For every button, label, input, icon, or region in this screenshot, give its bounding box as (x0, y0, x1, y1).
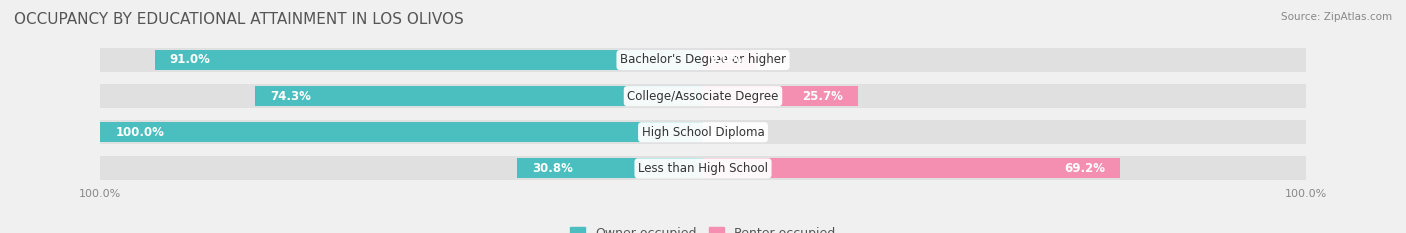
Text: Bachelor's Degree or higher: Bachelor's Degree or higher (620, 54, 786, 66)
Text: 91.0%: 91.0% (170, 54, 211, 66)
Bar (100, 48, 1306, 72)
Text: Source: ZipAtlas.com: Source: ZipAtlas.com (1281, 12, 1392, 22)
Bar (100, 122, 703, 142)
Bar (100, 84, 1306, 108)
Text: OCCUPANCY BY EDUCATIONAL ATTAINMENT IN LOS OLIVOS: OCCUPANCY BY EDUCATIONAL ATTAINMENT IN L… (14, 12, 464, 27)
Text: 25.7%: 25.7% (801, 90, 842, 103)
Bar (100, 156, 1306, 180)
Text: High School Diploma: High School Diploma (641, 126, 765, 139)
Legend: Owner-occupied, Renter-occupied: Owner-occupied, Renter-occupied (565, 222, 841, 233)
Text: Less than High School: Less than High School (638, 162, 768, 175)
Text: 100.0%: 100.0% (115, 126, 165, 139)
Text: 69.2%: 69.2% (1064, 162, 1105, 175)
Text: 74.3%: 74.3% (270, 90, 311, 103)
Bar (703, 50, 758, 70)
Bar (703, 158, 1121, 178)
Bar (155, 50, 703, 70)
Bar (256, 86, 703, 106)
Bar (100, 120, 1306, 144)
Bar (517, 158, 703, 178)
Text: College/Associate Degree: College/Associate Degree (627, 90, 779, 103)
Bar (703, 86, 858, 106)
Text: 30.8%: 30.8% (533, 162, 574, 175)
Text: 9.0%: 9.0% (710, 54, 742, 66)
